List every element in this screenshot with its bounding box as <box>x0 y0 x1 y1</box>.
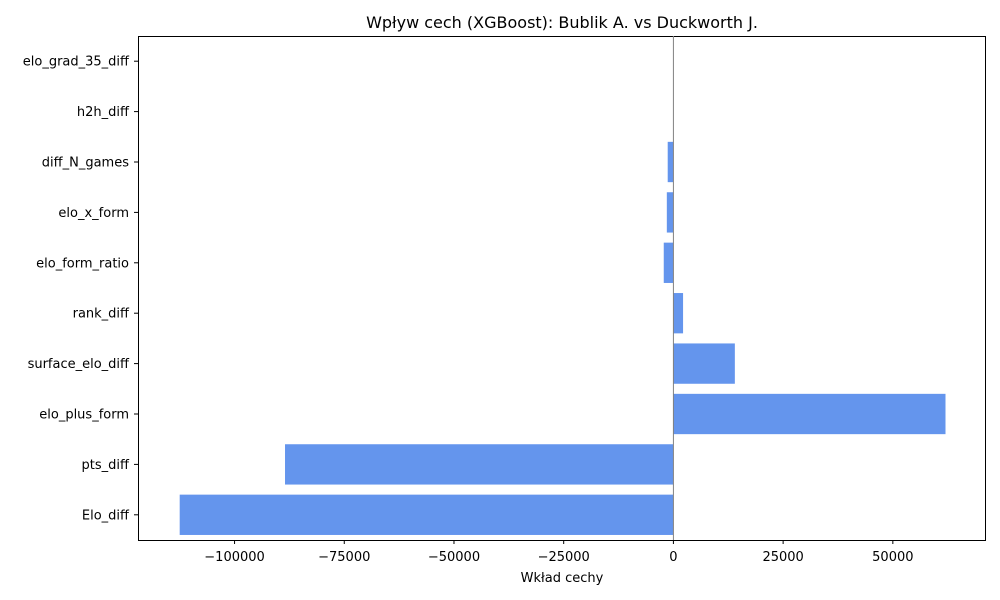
y-tick-label: elo_x_form <box>58 206 129 221</box>
bar-elo_plus_form <box>673 393 946 435</box>
x-tick-label: −50000 <box>428 550 480 565</box>
bar-elo_form_ratio <box>663 242 674 283</box>
chart-title: Wpływ cech (XGBoost): Bublik A. vs Duckw… <box>366 13 758 32</box>
y-tick-label: h2h_diff <box>77 105 130 120</box>
x-tick-label: −75000 <box>318 550 370 565</box>
y-tick-label: rank_diff <box>73 307 130 322</box>
bar-rank_diff <box>673 293 684 334</box>
y-tick-label: surface_elo_diff <box>28 357 130 372</box>
y-tick-label: elo_grad_35_diff <box>23 55 130 70</box>
bar-pts_diff <box>285 444 674 485</box>
plot-area-frame <box>138 36 986 541</box>
x-axis-label: Wkład cechy <box>521 571 604 586</box>
y-tick-label: pts_diff <box>82 458 130 473</box>
y-tick-label: Elo_diff <box>82 508 130 523</box>
x-tick-label: −100000 <box>204 550 265 565</box>
y-tick-label: elo_form_ratio <box>36 256 129 271</box>
bar-surface_elo_diff <box>673 343 735 384</box>
y-tick-label: diff_N_games <box>42 156 129 171</box>
bar-Elo_diff <box>179 494 674 535</box>
x-tick-label: −25000 <box>538 550 590 565</box>
bar-diff_N_games <box>667 141 674 183</box>
bar-elo_x_form <box>666 192 674 233</box>
x-tick-label: 50000 <box>872 550 913 565</box>
x-tick-label: 0 <box>669 550 677 565</box>
x-tick-label: 25000 <box>762 550 803 565</box>
y-tick-label: elo_plus_form <box>39 408 129 423</box>
